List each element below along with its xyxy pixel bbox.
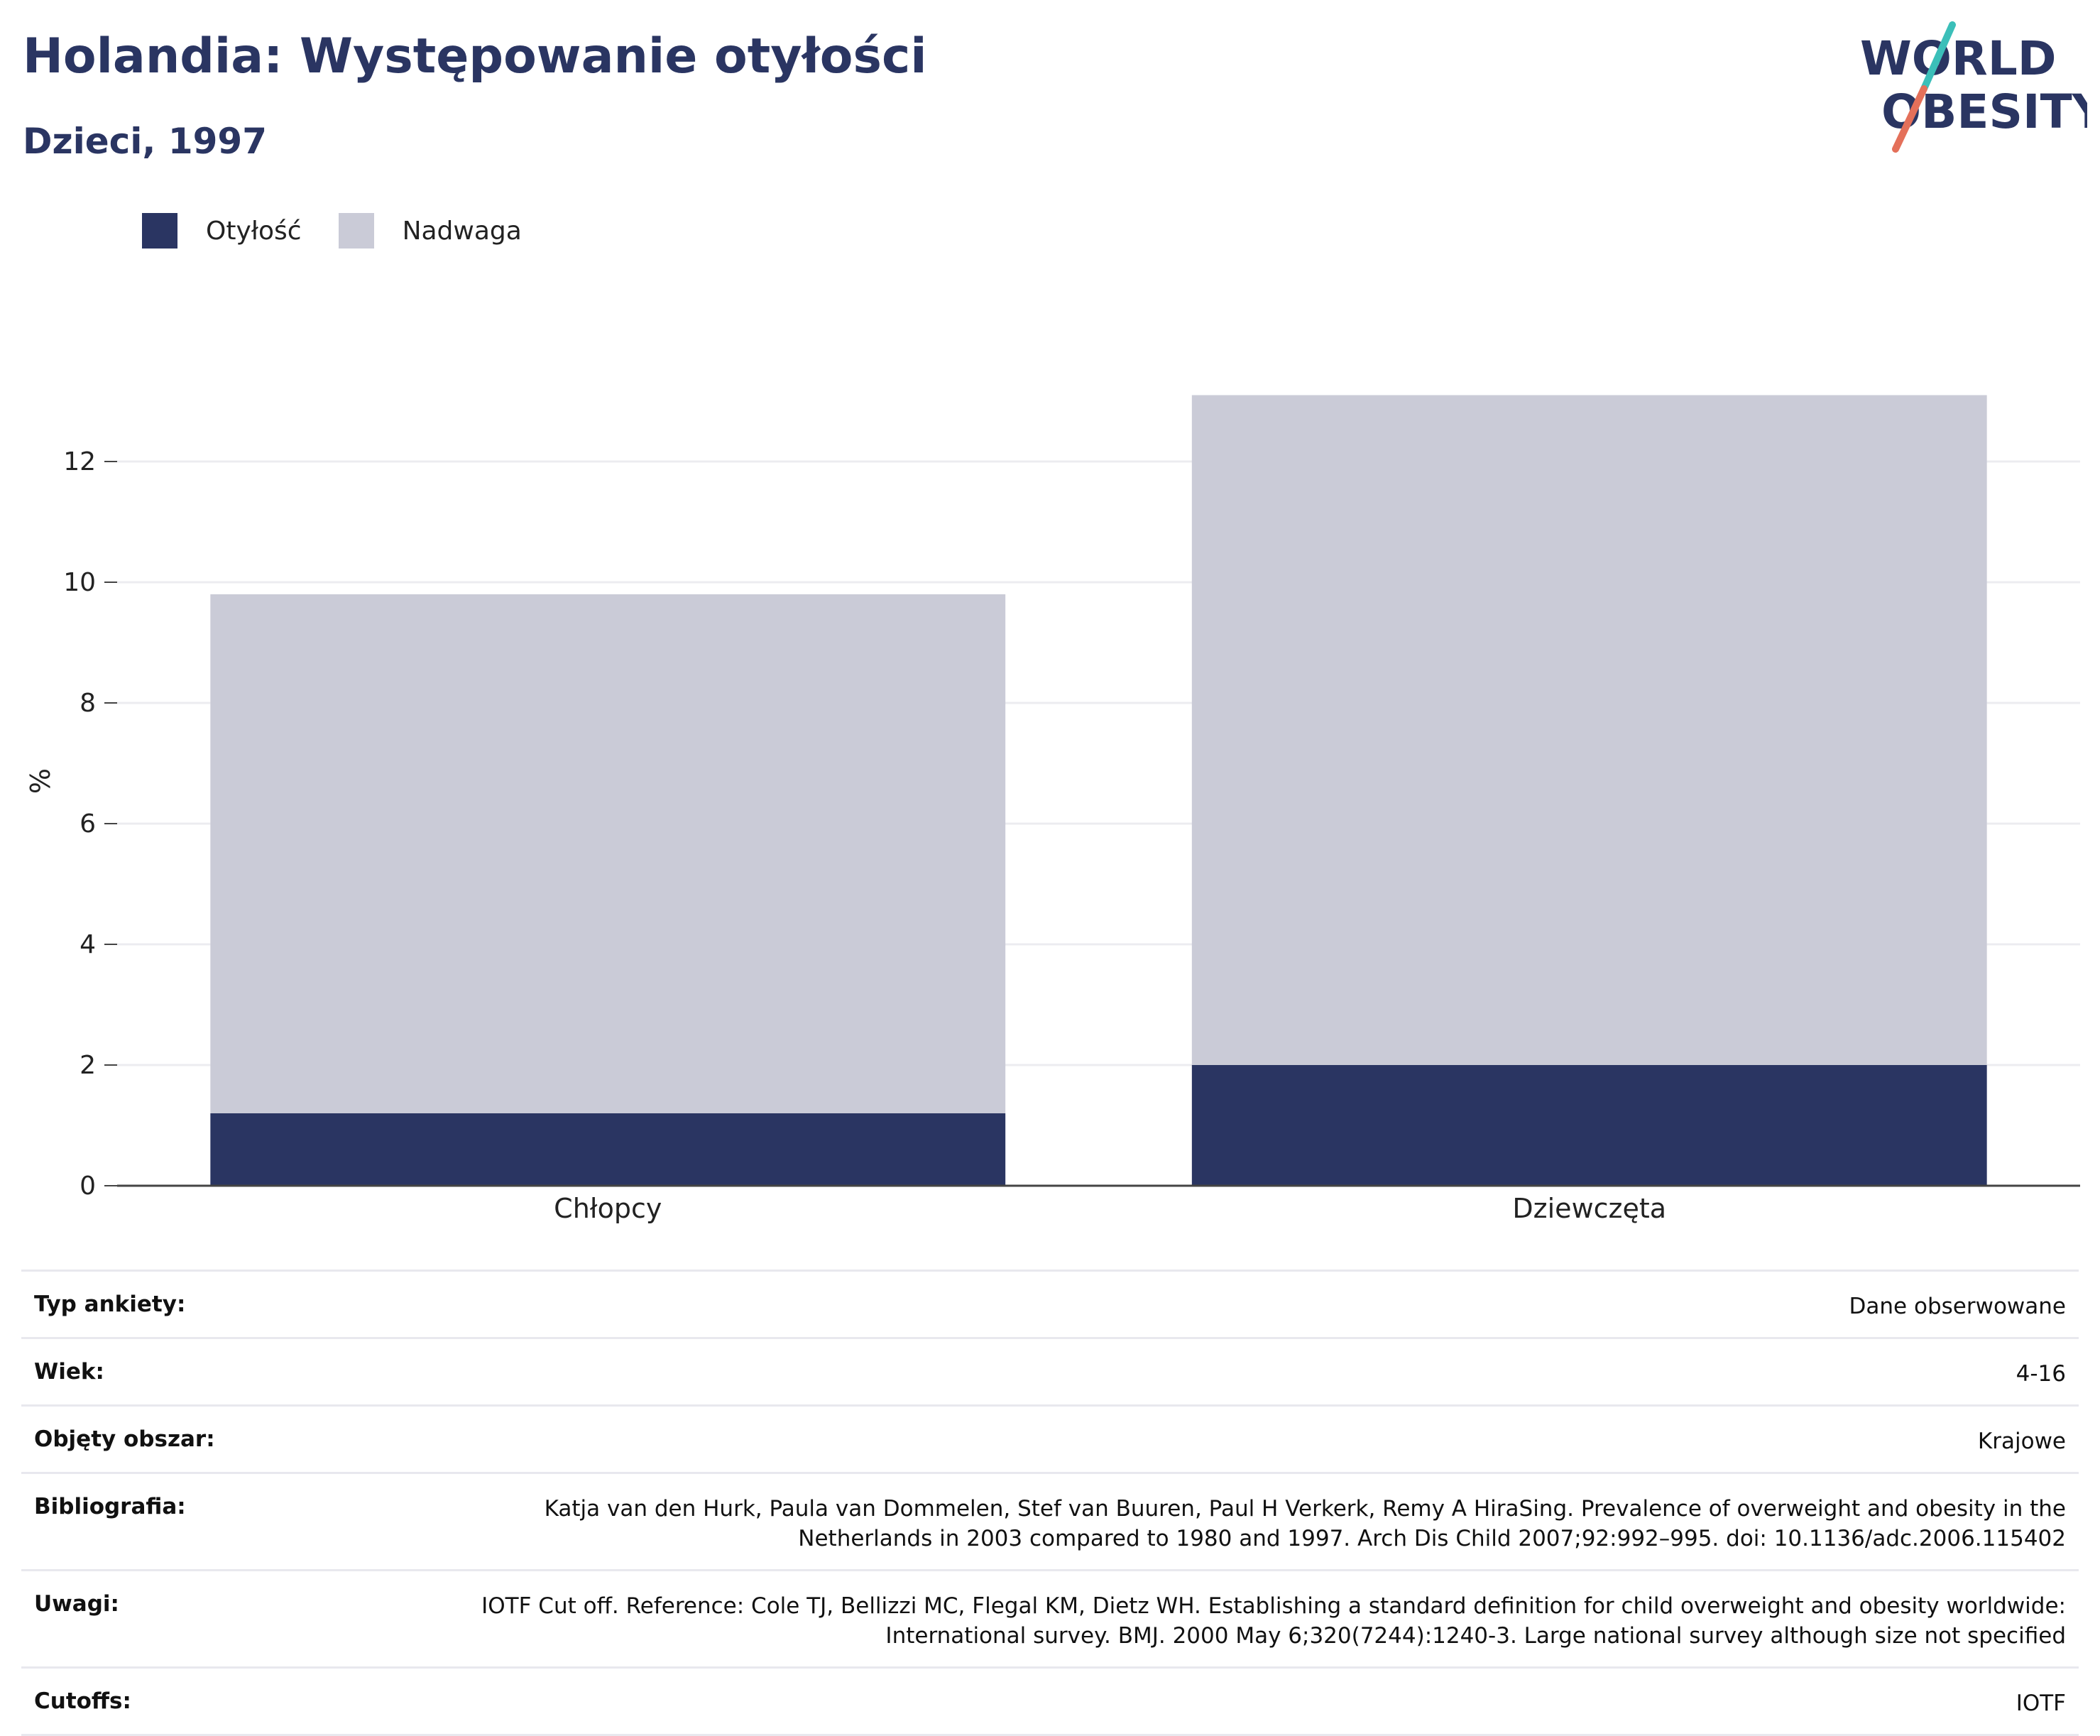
legend-label-obesity: Otyłość: [206, 216, 302, 246]
info-key: Cutoffs:: [34, 1688, 131, 1714]
y-tick-label: 6: [80, 809, 96, 839]
legend-label-overweight: Nadwaga: [402, 216, 522, 246]
page-subtitle: Dzieci, 1997: [23, 121, 267, 162]
logo-line1: WORLD: [1860, 31, 2057, 86]
x-category-label: Chłopcy: [554, 1193, 662, 1224]
info-value: Dane obserwowane: [1849, 1294, 2066, 1319]
bar-segment-obesity: [210, 1113, 1006, 1186]
info-row: Cutoffs: IOTF: [21, 1669, 2079, 1736]
legend-swatch-overweight: [338, 213, 374, 249]
y-tick-label: 4: [80, 930, 96, 959]
bar-segment-obesity: [1191, 1065, 1987, 1186]
info-value: 4-16: [2016, 1361, 2066, 1387]
info-row: Typ ankiety: Dane obserwowane: [21, 1272, 2079, 1339]
stacked-bar-chart: 0 2 4 6 8 10 12 Chłopcy Dziewczęta%: [25, 395, 2080, 1224]
page-title: Holandia: Występowanie otyłości: [23, 28, 927, 84]
y-axis-title: %: [25, 768, 56, 794]
legend-item-overweight[interactable]: Nadwaga: [338, 213, 522, 249]
y-tick-label: 2: [80, 1051, 96, 1080]
info-key: Typ ankiety:: [34, 1292, 186, 1317]
legend-item-obesity[interactable]: Otyłość: [142, 213, 302, 249]
x-category-label: Dziewczęta: [1512, 1193, 1666, 1224]
info-row: Wiek: 4-16: [21, 1339, 2079, 1407]
info-value: Katja van den Hurk, Paula van Dommelen, …: [544, 1496, 2066, 1551]
y-tick-label: 10: [63, 568, 96, 597]
y-tick-label: 0: [80, 1172, 96, 1201]
axes: 0 2 4 6 8 10 12 Chłopcy Dziewczęta%: [25, 447, 2080, 1224]
y-tick-label: 8: [80, 689, 96, 718]
info-key: Objęty obszar:: [34, 1426, 215, 1452]
survey-info-table: Typ ankiety: Dane obserwowane Wiek: 4-16 Obj…: [21, 1270, 2079, 1736]
info-key: Wiek:: [34, 1359, 104, 1385]
info-value: IOTF: [2016, 1691, 2066, 1716]
info-key: Bibliografia:: [34, 1494, 186, 1519]
world-obesity-logo: WORLD OBESITY: [1860, 21, 2087, 153]
info-row: Uwagi: IOTF Cut off. Reference: Cole TJ, …: [21, 1571, 2079, 1669]
y-tick-label: 12: [63, 447, 96, 476]
bars: [210, 395, 1987, 1186]
info-row: Objęty obszar: Krajowe: [21, 1407, 2079, 1474]
info-value: IOTF Cut off. Reference: Cole TJ, Belliz…: [481, 1593, 2066, 1649]
bar-segment-overweight: [1191, 395, 1987, 1065]
chart-legend: Otyłość Nadwaga: [142, 213, 559, 249]
bar-segment-overweight: [210, 594, 1006, 1113]
info-value: Krajowe: [1977, 1429, 2066, 1454]
legend-swatch-obesity: [142, 213, 177, 249]
info-row: Bibliografia: Katja van den Hurk, Paula v…: [21, 1474, 2079, 1571]
info-key: Uwagi:: [34, 1591, 119, 1617]
